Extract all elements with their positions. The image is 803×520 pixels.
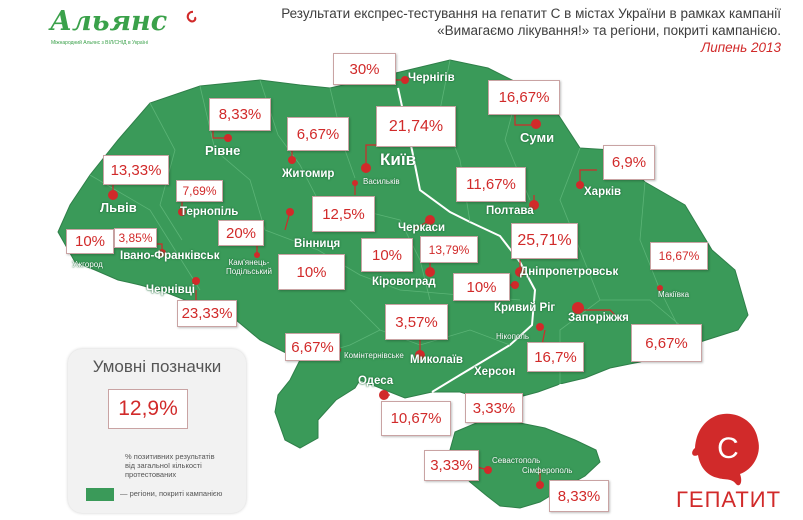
dnieper-river: [397, 87, 537, 393]
value-box-kherson: 3,33%: [465, 393, 523, 423]
city-label-vasylkiv: Васильків: [363, 177, 400, 186]
city-label-vinnytsia: Вінниця: [294, 238, 341, 250]
city-label-zaporizhzhia: Запоріжжя: [568, 312, 629, 324]
hepatitis-blot-icon: [692, 413, 759, 486]
city-label-kharkiv: Харків: [584, 186, 622, 198]
city-label-kyiv: Київ: [380, 150, 417, 169]
city-label-simferopol: Сімферополь: [522, 466, 573, 475]
city-label-sevastopol: Севастополь: [492, 456, 541, 465]
value-box-kyiv: 21,74%: [376, 106, 456, 147]
value-box-nikopol: 16,7%: [527, 342, 584, 372]
city-label-zhytomyr: Житомир: [282, 168, 335, 180]
value-box-zhytomyr: 6,67%: [287, 117, 349, 151]
value-box-rivne: 8,33%: [209, 98, 271, 131]
value-box-chernihiv: 30%: [333, 53, 396, 85]
city-label-uzhhorod: Ужгород: [72, 260, 103, 269]
legend-value-note: % позитивних результатів від загальної к…: [125, 452, 215, 479]
value-box-chernivtsi: 23,33%: [177, 300, 237, 327]
value-box-simferopol: 8,33%: [549, 480, 609, 512]
value-box-makiivka: 16,67%: [650, 242, 708, 270]
city-label-mykolaiv: Миколаїв: [410, 354, 463, 366]
city-label-nikopol: Нікополь: [496, 332, 530, 341]
hepatitis-letter: С: [717, 432, 739, 465]
city-label-dnipropetrovsk: Дніпропетровськ: [520, 266, 619, 278]
value-box-komintern: 6,67%: [285, 333, 340, 361]
legend-panel: Умовні позначки 12,9% % позитивних резул…: [68, 349, 246, 513]
city-label-lviv: Львів: [100, 200, 137, 215]
legend-region-label: — регіони, покриті кампанією: [120, 489, 223, 498]
value-box-kropyvnytskyi: 13,79%: [420, 236, 478, 263]
hepatitis-word: ГЕПАТИТ: [676, 487, 782, 512]
value-box-kharkiv: 6,9%: [603, 145, 655, 180]
legend-sample-value: 12,9%: [108, 389, 188, 429]
value-box-sevastopol: 3,33%: [424, 450, 479, 481]
value-box-sumy: 16,67%: [488, 80, 560, 115]
map-title: Результати експрес-тестування на гепатит…: [281, 5, 781, 56]
city-label-ternopil: Тернопіль: [180, 206, 239, 218]
city-label-ivano-frankivsk: Івано-Франківськ: [120, 250, 220, 262]
value-box-dnipropetrovsk: 25,71%: [511, 223, 578, 259]
city-label-makiivka: Макіївка: [658, 290, 690, 299]
legend-note-line-2: від загальної кількості: [125, 461, 202, 470]
azov-sea: [538, 384, 640, 446]
title-line-2: «Вимагаємо лікування!» та регіони, покри…: [437, 23, 781, 38]
city-label-kamianets-podilskyi: Кам'янець-Подільський: [226, 258, 272, 276]
logo-subtitle: Міжнародний Альянс з ВІЛ/СНІД в Україні: [51, 40, 148, 46]
legend-note-line-3: протестованих: [125, 470, 177, 479]
city-label-poltava: Полтава: [486, 205, 534, 217]
city-label-komintern: Комінтернівське: [344, 351, 404, 360]
city-label-rivne: Рівне: [205, 143, 241, 158]
city-label-sumy: Суми: [520, 130, 555, 145]
logo-name: Альянс: [50, 6, 168, 37]
city-label-kropyvnytskyi: Кіровоград: [372, 276, 436, 288]
value-box-odesa: 10,67%: [381, 401, 451, 436]
legend-title: Умовні позначки: [92, 357, 222, 376]
legend-region-swatch: [86, 488, 114, 501]
city-label-odesa: Одеса: [358, 375, 394, 387]
value-box-kamianets-podilskyi: 20%: [218, 220, 264, 246]
city-label-chernivtsi: Чернівці: [146, 284, 195, 296]
logo-swirl-icon: [186, 10, 197, 23]
value-box-cherkasy: 10%: [361, 238, 413, 272]
value-box-uzhhorod: 10%: [66, 229, 114, 254]
city-label-cherkasy: Черкаси: [398, 222, 446, 234]
value-box-vinnytsia: 10%: [278, 254, 345, 290]
value-box-ternopil: 7,69%: [176, 180, 223, 202]
value-box-mykolaiv: 3,57%: [385, 304, 448, 340]
value-box-lviv: 13,33%: [103, 155, 169, 185]
value-box-zaporizhzhia: 6,67%: [631, 324, 702, 362]
value-box-ivano-frankivsk: 3,85%: [114, 228, 157, 248]
value-box-poltava: 11,67%: [456, 167, 526, 202]
legend-note-line-1: % позитивних результатів: [125, 452, 215, 461]
city-label-kryvyi-rih: Кривий Ріг: [494, 302, 556, 314]
title-date: Липень 2013: [700, 40, 781, 55]
city-label-kherson: Херсон: [474, 366, 516, 378]
value-box-vasylkiv: 12,5%: [312, 196, 375, 232]
city-label-chernihiv: Чернігів: [408, 72, 455, 84]
title-line-1: Результати експрес-тестування на гепатит…: [281, 6, 781, 21]
value-box-kryvyi-rih: 10%: [453, 273, 510, 301]
